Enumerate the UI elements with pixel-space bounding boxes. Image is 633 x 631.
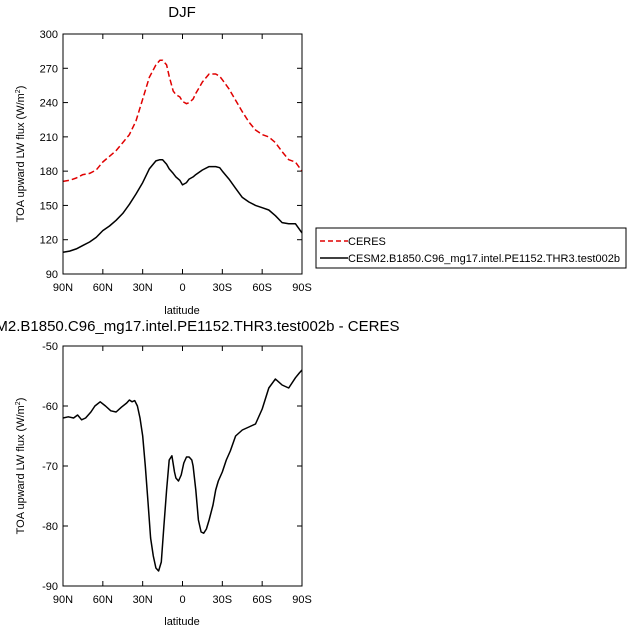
top-chart-title: DJF [168,4,196,21]
y-tick-label: 270 [40,63,58,75]
top-chart: DJF 90 120 150 180 210 240 270 300 90N 60N 30N 0 30… [15,4,312,317]
bottom-y-axis-label: TOA upward LW flux (W/m2) [15,398,27,535]
top-series-lines [62,59,303,254]
y-tick-label: 90 [46,269,58,281]
x-tick-label: 30S [213,282,233,294]
x-tick-label: 0 [179,282,185,294]
y-tick-label: -80 [42,521,58,533]
y-tick-label: -60 [42,401,58,413]
bottom-series-lines [62,369,303,572]
legend-box [315,227,627,269]
bottom-y-ticks: -90 -80 -70 -60 -50 [42,341,302,593]
top-x-ticks: 90N 60N 30N 0 30S 60S 90S [53,34,312,294]
y-tick-label: -70 [42,461,58,473]
top-plot-frame [62,33,303,275]
x-tick-label: 30N [133,594,153,606]
top-y-axis-label: TOA upward LW flux (W/m2) [15,86,27,223]
x-tick-label: 60N [93,282,113,294]
legend-label-cesm: CESM2.B1850.C96_mg17.intel.PE1152.THR3.t… [348,253,620,265]
y-tick-label: -90 [42,581,58,593]
bottom-x-ticks: 90N 60N 30N 0 30S 60S 90S [53,346,312,606]
x-tick-label: 90S [292,594,312,606]
y-tick-label: 150 [40,200,58,212]
y-tick-label: 240 [40,98,58,110]
bottom-chart-title: CESM2.B1850.C96_mg17.intel.PE1152.THR3.t… [0,318,399,335]
series-line-0 [62,59,303,183]
legend: CERES CESM2.B1850.C96_mg17.intel.PE1152.… [315,227,627,269]
x-tick-label: 0 [179,594,185,606]
x-tick-label: 90N [53,594,73,606]
x-tick-label: 60S [252,594,272,606]
top-x-axis-label: latitude [164,305,199,317]
bottom-x-axis-label: latitude [164,616,199,628]
bottom-chart: CESM2.B1850.C96_mg17.intel.PE1152.THR3.t… [0,318,399,628]
y-tick-label: 120 [40,235,58,247]
series-line-1 [62,158,303,254]
y-tick-label: 300 [40,29,58,41]
series-line-0 [62,369,303,572]
y-tick-label: 180 [40,166,58,178]
x-tick-label: 30S [213,594,233,606]
x-tick-label: 30N [133,282,153,294]
bottom-plot-frame [62,345,303,587]
x-tick-label: 90S [292,282,312,294]
x-tick-label: 90N [53,282,73,294]
y-tick-label: 210 [40,132,58,144]
x-tick-label: 60S [252,282,272,294]
y-tick-label: -50 [42,341,58,353]
legend-label-ceres: CERES [348,236,386,248]
x-tick-label: 60N [93,594,113,606]
top-y-ticks: 90 120 150 180 210 240 270 300 [40,29,302,281]
